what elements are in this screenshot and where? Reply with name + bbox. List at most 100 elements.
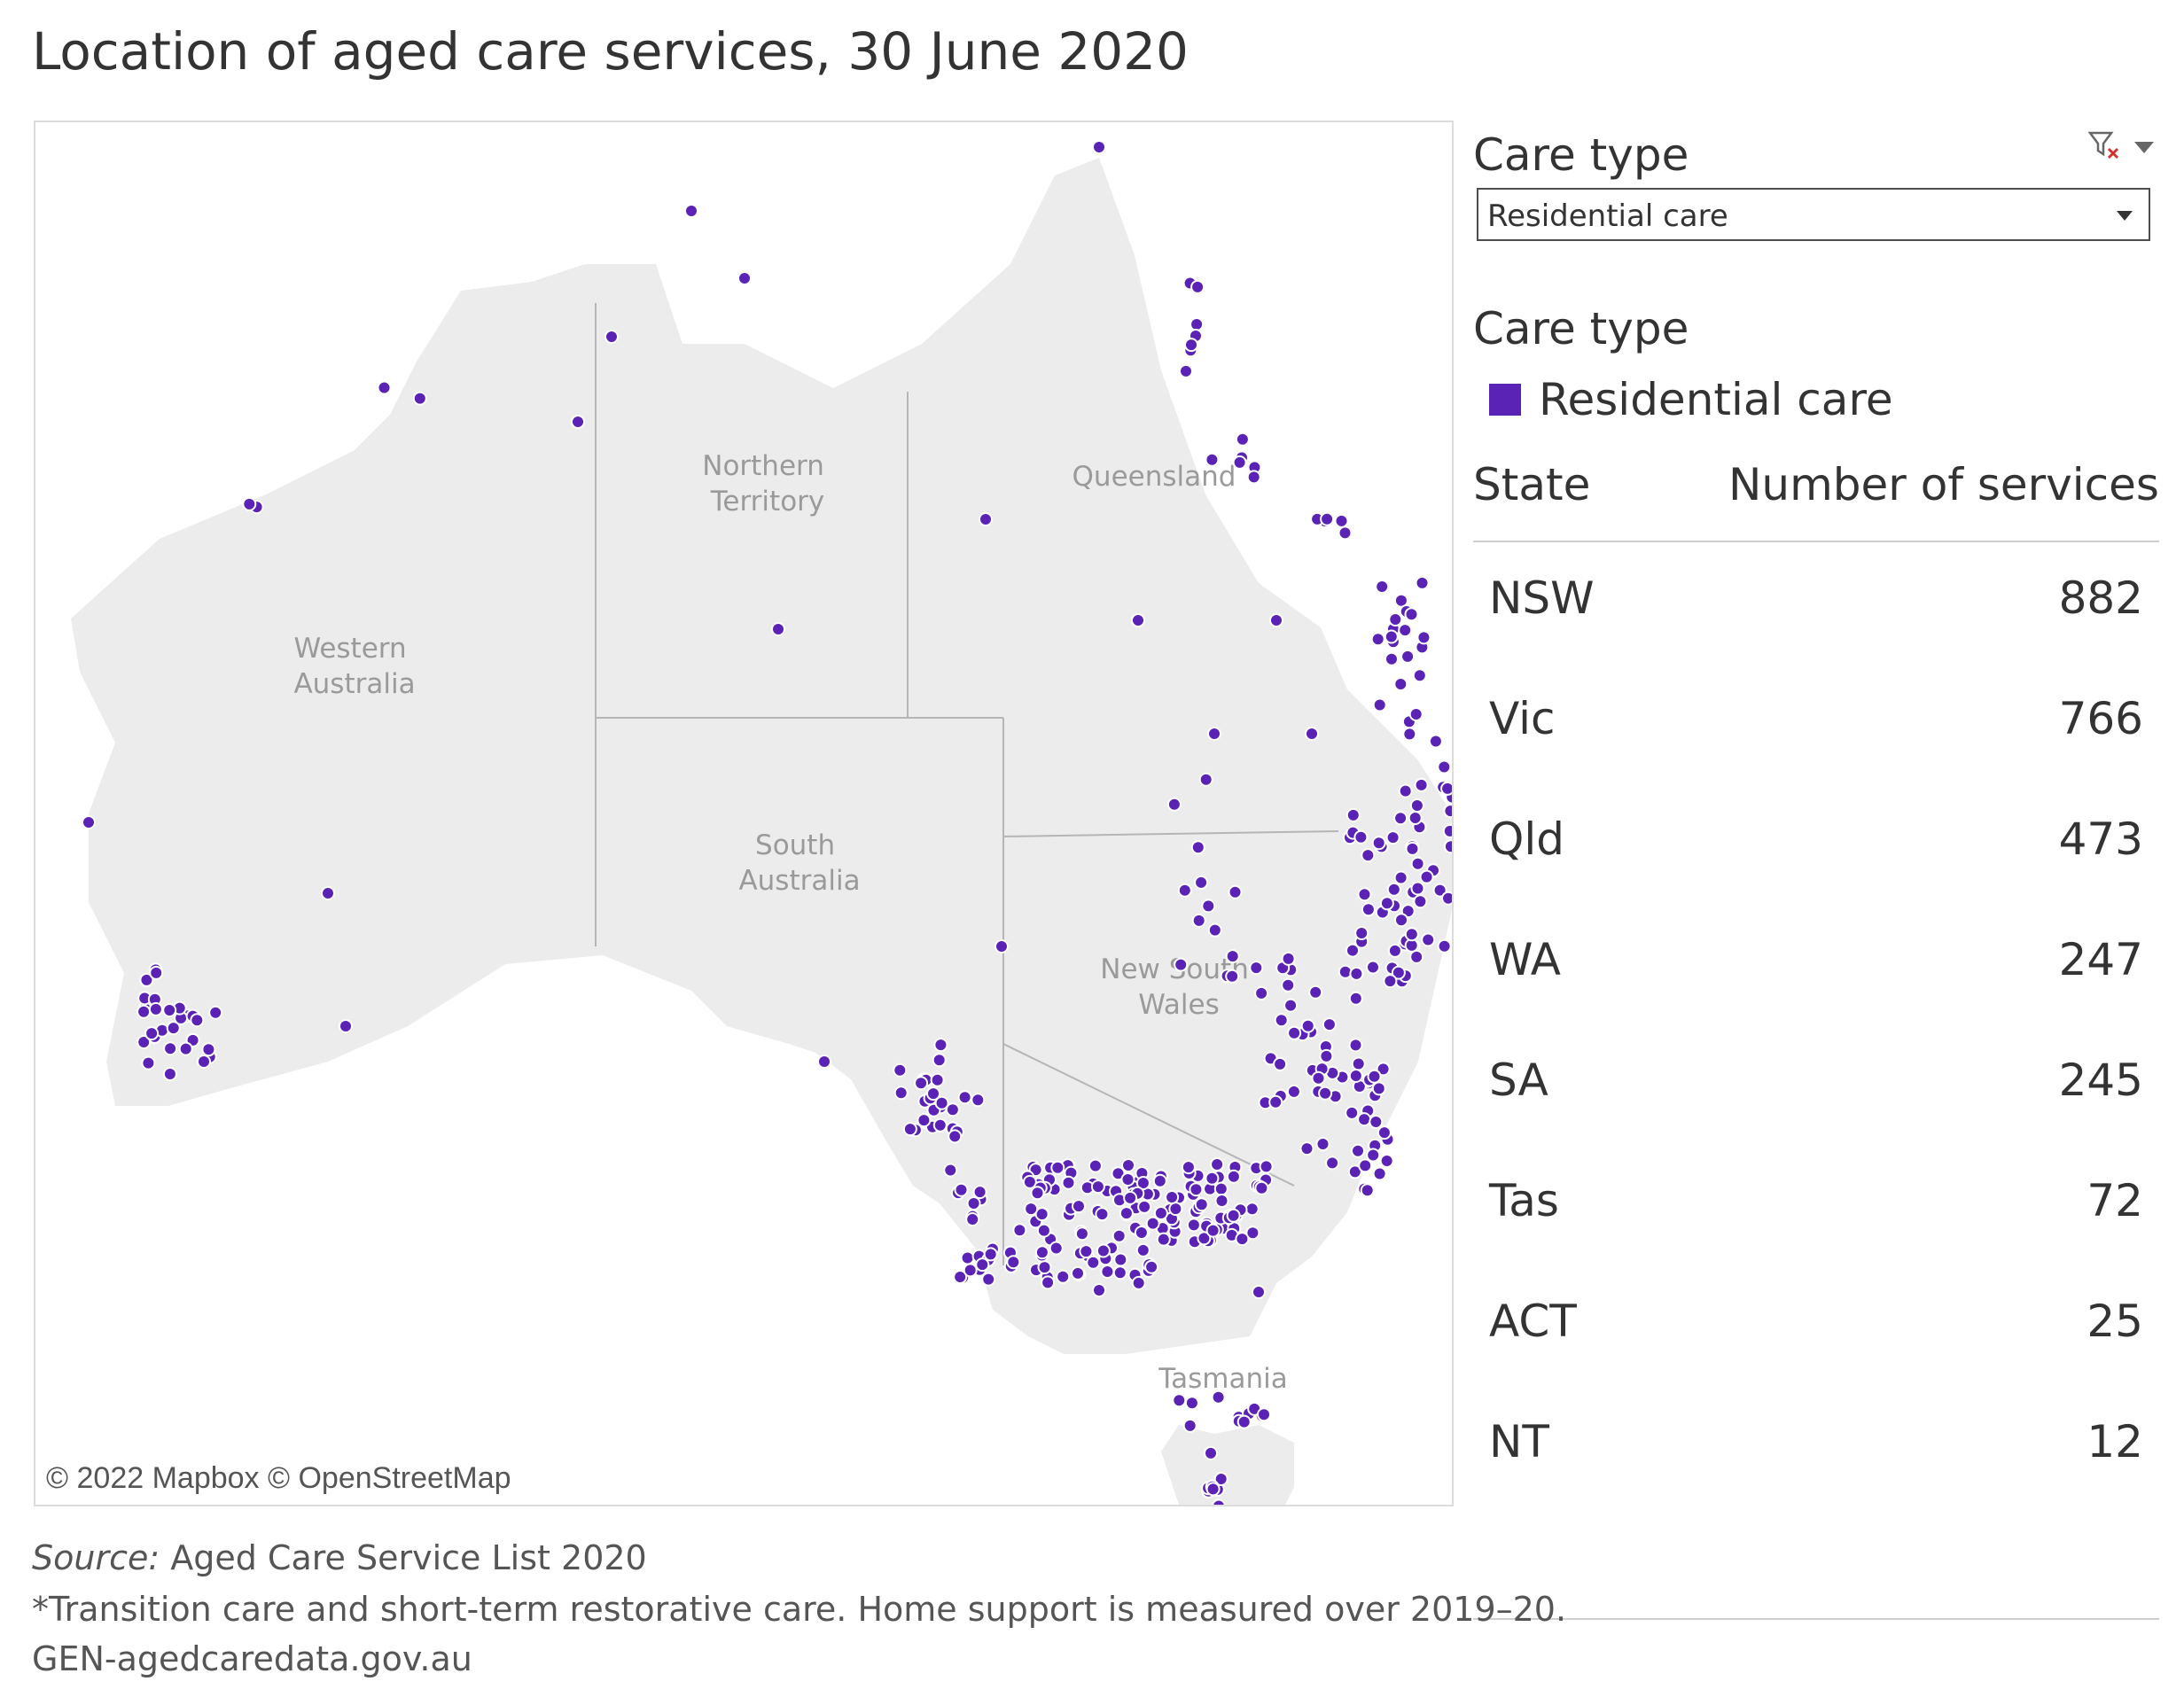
service-dot[interactable] [163,1041,178,1056]
service-dot[interactable] [1179,363,1193,378]
service-dot[interactable] [1235,1232,1250,1247]
service-dot[interactable] [1408,811,1423,825]
service-dot[interactable] [1421,932,1436,947]
service-dot[interactable] [1213,1472,1228,1486]
service-dot[interactable] [1207,922,1222,938]
service-dot[interactable] [1112,1265,1127,1280]
service-dot[interactable] [1311,1070,1326,1086]
service-dot[interactable] [1419,869,1434,884]
service-dot[interactable] [1226,1169,1241,1184]
service-dot[interactable] [1414,777,1429,792]
service-dot[interactable] [1174,957,1189,972]
service-dot[interactable] [1225,949,1240,964]
service-dot[interactable] [136,1035,152,1049]
service-dot[interactable] [571,415,585,429]
service-dot[interactable] [1287,1025,1302,1040]
service-dot[interactable] [139,972,154,987]
service-dot[interactable] [1383,974,1398,989]
service-dot[interactable] [1113,1252,1128,1267]
service-dot[interactable] [1134,1226,1149,1240]
service-dot[interactable] [1212,1498,1226,1506]
service-dot[interactable] [1372,697,1387,712]
service-dot[interactable] [1204,1445,1218,1460]
service-dot[interactable] [242,496,257,511]
service-dot[interactable] [1366,1148,1381,1163]
service-dot[interactable] [1207,727,1221,741]
service-dot[interactable] [1034,1245,1049,1260]
service-dot[interactable] [1244,1202,1260,1217]
service-dot[interactable] [957,1090,972,1105]
service-dot[interactable] [1391,965,1406,980]
service-dot[interactable] [684,204,698,218]
service-dot[interactable] [975,1257,990,1273]
service-dot[interactable] [604,330,619,344]
service-dot[interactable] [1358,1158,1373,1173]
service-dot[interactable] [1191,913,1206,928]
service-dot[interactable] [1387,943,1402,958]
service-dot[interactable] [934,1095,949,1110]
service-dot[interactable] [1232,455,1247,470]
service-dot[interactable] [1318,1086,1333,1101]
service-dot[interactable] [932,1117,948,1132]
service-dot[interactable] [1416,630,1431,645]
service-dot[interactable] [1236,1414,1252,1429]
service-dot[interactable] [1367,1069,1382,1084]
service-dot[interactable] [1186,1218,1201,1233]
service-dot[interactable] [1353,829,1369,844]
service-dot[interactable] [1024,1202,1039,1217]
service-dot[interactable] [954,1182,969,1197]
service-dot[interactable] [1351,1056,1366,1071]
service-dot[interactable] [1385,830,1400,845]
service-dot[interactable] [412,391,427,406]
service-dot[interactable] [1281,977,1296,992]
table-row[interactable]: ACT 25 [1473,1267,2159,1388]
service-dot[interactable] [1152,1173,1167,1188]
service-dot[interactable] [1443,839,1452,854]
service-dot[interactable] [1205,1482,1221,1497]
service-dot[interactable] [1410,881,1425,896]
service-dot[interactable] [1412,668,1427,683]
service-dot[interactable] [960,1250,975,1265]
service-dot[interactable] [1205,1171,1220,1186]
service-dot[interactable] [1184,1396,1199,1411]
service-dot[interactable] [1189,1182,1204,1197]
service-dot[interactable] [1372,1166,1387,1181]
service-dot[interactable] [1393,811,1408,826]
service-dot[interactable] [916,1113,932,1128]
service-dot[interactable] [1443,804,1452,819]
service-dot[interactable] [1357,1112,1372,1127]
map-canvas[interactable]: Western Australia Northern Territory Que… [35,122,1452,1505]
service-dot[interactable] [1437,759,1452,774]
service-dot[interactable] [1361,848,1376,863]
service-dot[interactable] [1144,1259,1159,1274]
service-dot[interactable] [1112,1228,1127,1243]
service-dot[interactable] [1037,1260,1052,1275]
service-dot[interactable] [1441,891,1452,906]
service-dot[interactable] [82,815,96,829]
service-dot[interactable] [1305,727,1319,741]
service-dot[interactable] [1172,1393,1187,1408]
service-dot[interactable] [1386,882,1401,897]
service-dot[interactable] [1050,1160,1065,1175]
service-dot[interactable] [1300,1018,1315,1033]
service-dot[interactable] [1120,1172,1135,1187]
service-dot[interactable] [1369,1115,1384,1129]
service-dot[interactable] [1410,856,1425,871]
service-dot[interactable] [1177,883,1192,898]
service-dot[interactable] [339,1019,353,1033]
legend-item-residential-care[interactable]: Residential care [1489,374,1893,425]
service-dot[interactable] [1210,1157,1225,1171]
service-dot[interactable] [1071,1265,1085,1280]
service-dot[interactable] [149,965,164,980]
service-dot[interactable] [971,1093,986,1108]
service-dot[interactable] [1056,1269,1071,1284]
service-dot[interactable] [1012,1223,1027,1238]
service-dot[interactable] [1375,580,1390,594]
service-dot[interactable] [1432,883,1447,898]
service-dot[interactable] [1205,1223,1221,1238]
service-dot[interactable] [972,1185,987,1200]
service-dot[interactable] [1190,840,1205,855]
service-dot[interactable] [1437,938,1452,953]
service-dot[interactable] [1156,1232,1171,1247]
service-dot[interactable] [1086,1255,1101,1270]
